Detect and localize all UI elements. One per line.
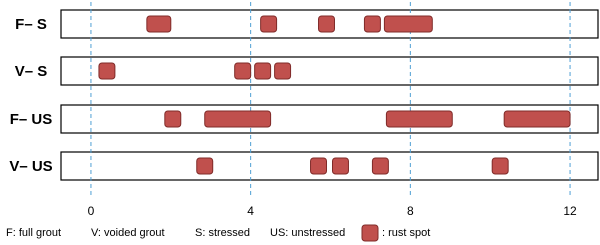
legend-swatch: [361, 224, 379, 242]
rust-spot: [274, 62, 292, 80]
row-label: F– US: [10, 111, 53, 128]
rust-spot: [385, 110, 453, 128]
rust-spot: [254, 62, 272, 80]
strip: [60, 56, 599, 86]
row-label: F– S: [15, 16, 47, 33]
note: S: stressed: [195, 227, 250, 239]
rust-spot: [363, 15, 381, 33]
row-label: V– US: [9, 158, 52, 175]
rust-spot: [371, 157, 389, 175]
legend-label: : rust spot: [382, 227, 430, 239]
rust-spot: [196, 157, 214, 175]
strip: [60, 151, 599, 181]
rust-spot: [164, 110, 182, 128]
x-tick-label: 4: [247, 204, 254, 218]
note: F: full grout: [6, 227, 61, 239]
row-label: V– S: [15, 63, 48, 80]
rust-spot: [146, 15, 172, 33]
x-tick-label: 12: [563, 204, 577, 218]
rust-spot: [204, 110, 272, 128]
rust-spot: [234, 62, 252, 80]
rust-spot: [491, 157, 509, 175]
rust-spot: [331, 157, 349, 175]
rust-spot: [98, 62, 116, 80]
rust-spot: [383, 15, 433, 33]
x-tick-label: 8: [407, 204, 414, 218]
rust-spot: [310, 157, 328, 175]
rust-spot: [260, 15, 278, 33]
x-tick-label: 0: [88, 204, 95, 218]
note: V: voided grout: [91, 227, 165, 239]
note: US: unstressed: [270, 227, 345, 239]
rust-spot: [318, 15, 335, 33]
rust-spot: [503, 110, 571, 128]
